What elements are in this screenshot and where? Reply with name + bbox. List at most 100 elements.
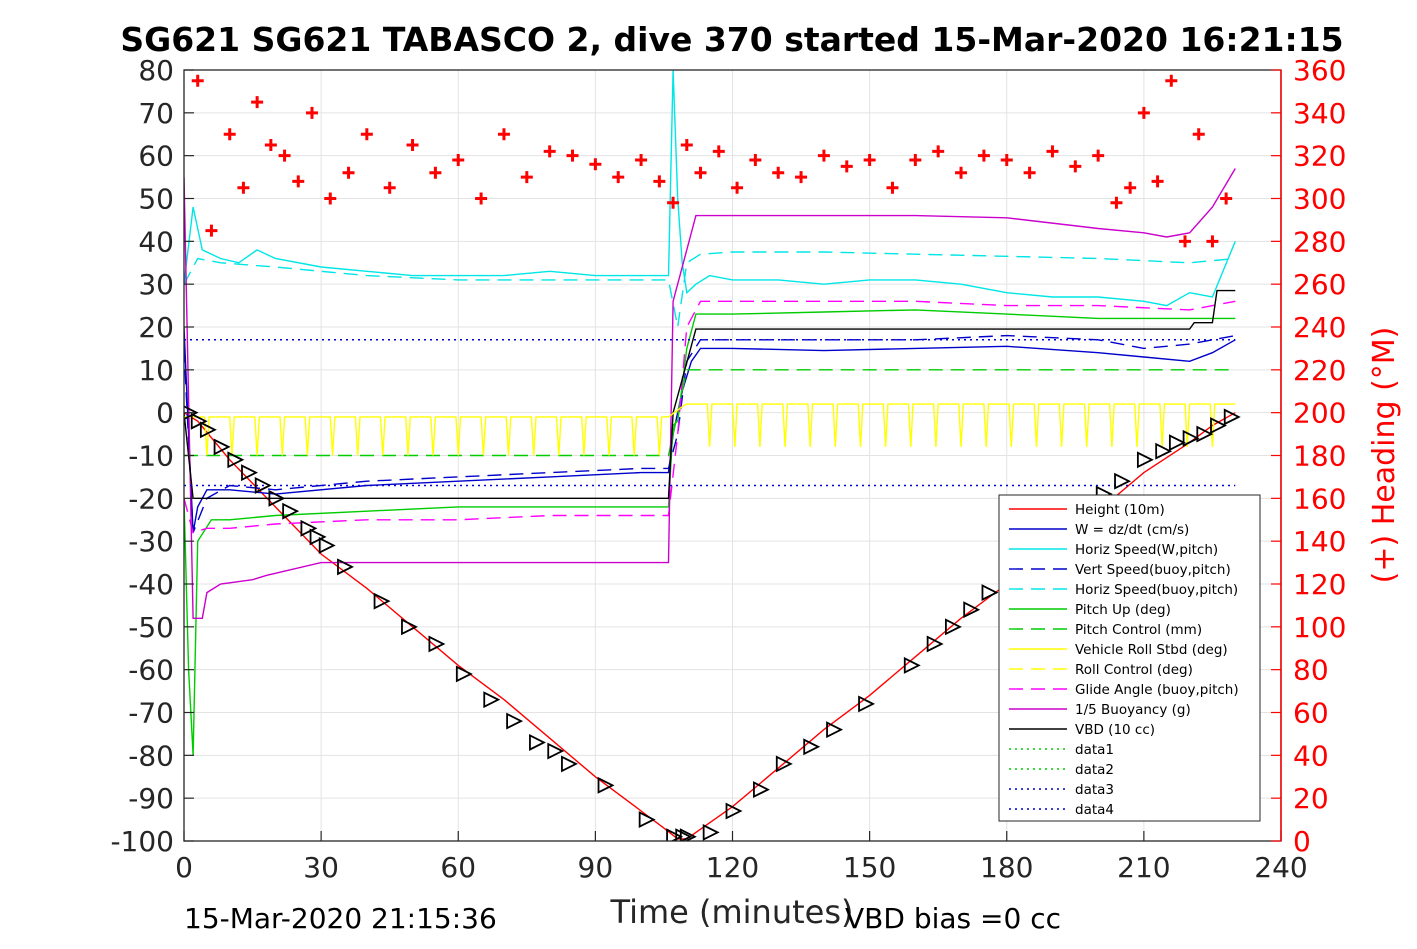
depth-marker [190, 412, 208, 430]
depth-marker [1223, 408, 1241, 426]
y-tick-label: 60 [138, 140, 174, 173]
depth-marker [241, 464, 259, 482]
depth-marker [858, 695, 876, 713]
y-right-tick-label: 280 [1293, 225, 1346, 258]
depth-marker [945, 618, 962, 636]
series-buoyancy [184, 168, 1236, 619]
legend-label: Horiz Speed(buoy,pitch) [1075, 582, 1238, 598]
legend-label: Height (10m) [1075, 502, 1165, 518]
footer-timestamp: 15-Mar-2020 21:15:36 [184, 902, 497, 935]
depth-marker [254, 477, 272, 494]
x-tick-label: 30 [303, 851, 339, 884]
heading-point [383, 181, 396, 194]
legend-label: Roll Control (deg) [1075, 662, 1193, 678]
heading-point [1023, 166, 1036, 179]
y-right-tick-label: 200 [1293, 397, 1346, 430]
series-horiz_speed_w [184, 70, 1236, 307]
depth-marker [318, 536, 336, 554]
heading-point [1151, 175, 1164, 188]
y-tick-label: -80 [128, 739, 174, 772]
y-tick-label: -10 [128, 440, 174, 473]
legend-label: data1 [1075, 742, 1114, 758]
y-tick-label: 70 [138, 97, 174, 130]
heading-point [205, 224, 218, 237]
y-tick-label: 20 [138, 311, 174, 344]
x-tick-label: 60 [440, 851, 476, 884]
marker-group [184, 405, 1241, 841]
series-group [184, 70, 1236, 840]
heading-point [1124, 181, 1137, 194]
depth-marker [981, 584, 999, 602]
heading-point [932, 145, 945, 158]
footer-vbd-bias: VBD bias =0 cc [845, 902, 1061, 935]
heading-point [589, 158, 602, 171]
legend-label: Pitch Control (mm) [1075, 622, 1202, 638]
depth-marker [826, 721, 844, 739]
x-tick-label: 0 [175, 851, 193, 884]
depth-marker [529, 734, 546, 751]
heading-point [817, 149, 830, 162]
y-tick-label: 80 [138, 54, 174, 87]
heading-point [712, 145, 725, 158]
depth-marker [1114, 472, 1132, 490]
heading-point [292, 175, 305, 188]
chart-title: SG621 SG621 TABASCO 2, dive 370 started … [120, 20, 1343, 59]
y-tick-label: -50 [128, 611, 174, 644]
depth-marker [547, 742, 565, 760]
y-tick-label: 30 [138, 268, 174, 301]
y-tick-label: -90 [128, 782, 174, 815]
heading-point [1179, 235, 1192, 248]
heading-point [1069, 160, 1082, 173]
legend-label: data2 [1075, 762, 1114, 778]
depth-marker [373, 592, 391, 610]
heading-point [1192, 128, 1205, 141]
y-right-tick-label: 220 [1293, 354, 1346, 387]
legend-label: Horiz Speed(W,pitch) [1075, 542, 1218, 558]
depth-marker [300, 519, 318, 537]
heading-point [772, 166, 785, 179]
y-right-tick-label: 180 [1293, 440, 1346, 473]
y-tick-label: 50 [138, 183, 174, 216]
legend-label: W = dz/dt (cm/s) [1075, 522, 1189, 538]
depth-marker [455, 665, 473, 683]
depth-marker [401, 618, 418, 636]
y-right-tick-label: 160 [1293, 482, 1346, 515]
heading-point [635, 153, 648, 166]
heading-point [863, 153, 876, 166]
series-roll [184, 403, 1236, 456]
legend-label: data4 [1075, 802, 1114, 818]
y-right-tick-label: 340 [1293, 97, 1346, 130]
y-right-tick-label: 100 [1293, 611, 1346, 644]
heading-point [955, 166, 968, 179]
heading-point [324, 192, 337, 205]
heading-point [278, 149, 291, 162]
depth-marker [666, 828, 684, 841]
depth-marker [803, 738, 821, 756]
depth-marker [597, 776, 615, 794]
heading-point [475, 192, 488, 205]
y-tick-label: -40 [128, 568, 174, 601]
heading-point [909, 153, 922, 166]
depth-marker [775, 755, 793, 773]
series-horiz_speed_buoy [184, 251, 1236, 328]
x-tick-label: 150 [843, 851, 896, 884]
x-tick-label: 240 [1254, 851, 1307, 884]
heading-point [452, 153, 465, 166]
depth-marker [675, 828, 693, 841]
legend-label: Vert Speed(buoy,pitch) [1075, 562, 1231, 578]
y-tick-label: -20 [128, 482, 174, 515]
heading-point [1110, 196, 1123, 209]
heading-point [305, 106, 318, 119]
y-right-tick-label: 80 [1293, 654, 1329, 687]
depth-marker [679, 828, 697, 841]
depth-marker [268, 489, 286, 507]
depth-marker [213, 438, 231, 456]
heading-point [342, 166, 355, 179]
y-right-tick-label: 240 [1293, 311, 1346, 344]
depth-marker [282, 502, 300, 520]
heading-point [680, 138, 693, 151]
heading-point [223, 128, 236, 141]
depth-marker [638, 811, 656, 829]
heading-point [612, 171, 625, 184]
